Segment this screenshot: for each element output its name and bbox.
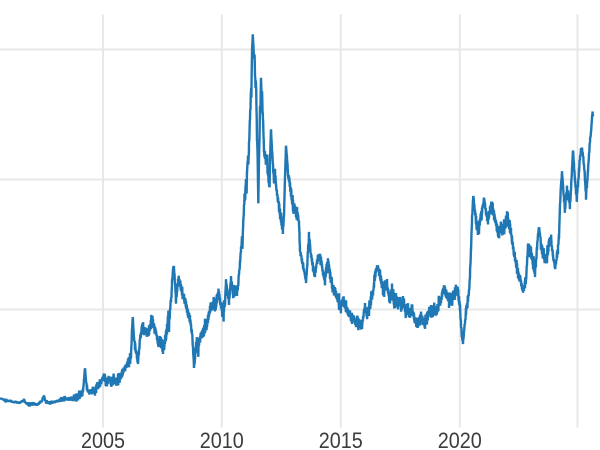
svg-text:2010: 2010 (200, 428, 244, 450)
svg-text:2020: 2020 (438, 428, 482, 450)
svg-text:2005: 2005 (81, 428, 125, 450)
svg-text:2015: 2015 (319, 428, 363, 450)
